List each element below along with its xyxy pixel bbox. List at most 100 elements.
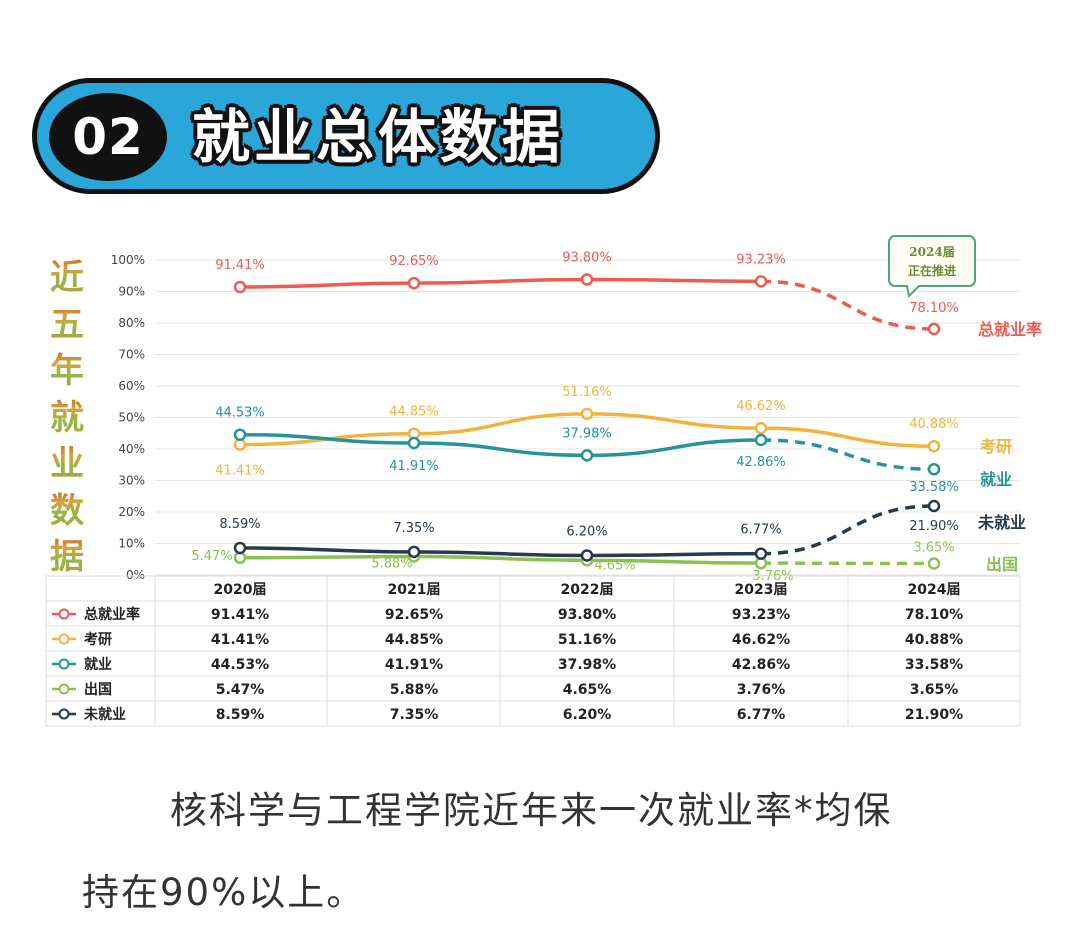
data-label-chuguo: 5.88% (371, 556, 412, 571)
table-cell: 93.23% (732, 607, 790, 623)
table-cell: 92.65% (385, 607, 443, 623)
series-end-label-jiuye: 就业 (980, 470, 1012, 489)
data-point-weijiuye (233, 541, 247, 555)
data-label-total: 92.65% (389, 254, 439, 269)
data-point-total (927, 322, 941, 336)
table-cell: 5.47% (216, 682, 265, 698)
data-point-total (580, 273, 594, 286)
table-cell: 44.85% (385, 632, 443, 648)
data-label-weijiuye: 6.20% (566, 524, 607, 539)
data-point-total (233, 280, 247, 294)
data-point-total (754, 275, 768, 288)
series-end-label-chuguo: 出国 (986, 555, 1018, 574)
table-cell: 3.76% (737, 682, 786, 698)
data-point-kaoyan (580, 407, 594, 421)
data-label-kaoyan: 46.62% (736, 399, 786, 414)
table-cell: 33.58% (905, 657, 963, 673)
table-cell: 46.62% (732, 632, 790, 648)
side-title-char: 业 (50, 441, 84, 488)
y-tick-label: 100% (111, 253, 145, 267)
table-header-cell: 2024届 (908, 582, 961, 598)
data-point-chuguo (233, 551, 247, 565)
table-header-cell: 2023届 (735, 582, 788, 598)
side-vertical-title: 近 五 年 就 业 数 据 (44, 255, 90, 581)
legend-swatch-marker (58, 683, 70, 695)
table-cell: 51.16% (558, 632, 616, 648)
table-cell: 21.90% (905, 707, 963, 723)
data-point-kaoyan (927, 439, 941, 453)
section-title: 就业总体数据 (192, 103, 565, 171)
data-label-weijiuye: 21.90% (909, 519, 959, 534)
table-header-cell: 2021届 (388, 582, 441, 598)
data-label-chuguo: 3.65% (913, 541, 954, 556)
series-end-label-kaoyan: 考研 (980, 437, 1012, 456)
table-row-label: 总就业率 (84, 606, 140, 623)
y-tick-label: 40% (118, 442, 145, 456)
side-title-char: 年 (50, 348, 84, 395)
y-tick-label: 50% (118, 411, 145, 425)
legend-swatch-marker (58, 658, 70, 670)
side-title-char: 近 (50, 255, 84, 302)
data-point-jiuye (233, 428, 247, 441)
data-label-kaoyan: 40.88% (909, 417, 959, 432)
table-cell: 78.10% (905, 607, 963, 623)
table-row-label: 未就业 (84, 706, 126, 723)
table-cell: 6.20% (563, 707, 612, 723)
data-label-weijiuye: 6.77% (740, 523, 781, 538)
legend-swatch-marker (58, 608, 70, 620)
table-row-label: 出国 (84, 681, 112, 698)
data-label-kaoyan: 44.85% (389, 405, 439, 420)
data-label-jiuye: 33.58% (909, 480, 959, 495)
legend-swatch-marker (58, 708, 70, 720)
data-label-chuguo: 3.76% (752, 569, 793, 584)
y-tick-label: 90% (118, 285, 145, 299)
table-cell: 7.35% (390, 707, 439, 723)
section-banner: 02 就业总体数据 (32, 78, 660, 194)
data-point-total (407, 276, 421, 290)
y-tick-label: 60% (118, 379, 145, 393)
data-point-jiuye (754, 433, 768, 447)
side-title-char: 就 (50, 395, 84, 442)
data-label-chuguo: 5.47% (191, 549, 232, 564)
series-dashed-weijiuye (760, 504, 935, 556)
data-point-weijiuye (754, 547, 768, 560)
data-label-total: 78.10% (909, 301, 959, 316)
section-number-badge: 02 (49, 93, 167, 181)
data-label-weijiuye: 7.35% (393, 521, 434, 536)
data-label-total: 93.80% (562, 251, 612, 266)
data-point-weijiuye (407, 545, 421, 559)
side-title-char: 数 (50, 488, 84, 535)
data-label-chuguo: 4.65% (594, 558, 635, 573)
data-point-jiuye (580, 449, 594, 462)
series-dashed-total (760, 279, 935, 331)
data-label-jiuye: 42.86% (736, 455, 786, 470)
data-label-kaoyan: 41.41% (215, 464, 265, 479)
data-label-kaoyan: 51.16% (562, 385, 612, 400)
table-cell: 42.86% (732, 657, 790, 673)
series-end-label-total: 总就业率 (978, 320, 1042, 339)
table-cell: 8.59% (216, 707, 265, 723)
table-cell: 41.91% (385, 657, 443, 673)
data-label-total: 93.23% (736, 252, 786, 267)
data-point-jiuye (407, 436, 421, 450)
table-header-cell: 2022届 (561, 582, 614, 598)
table-cell: 41.41% (211, 632, 269, 648)
table-cell: 4.65% (563, 682, 612, 698)
table-row-label: 就业 (84, 656, 112, 673)
y-tick-label: 80% (118, 316, 145, 330)
data-point-jiuye (927, 462, 941, 476)
caption-line-2: 持在90%以上。 (82, 871, 366, 914)
side-title-char: 据 (50, 534, 84, 581)
table-cell: 6.77% (737, 707, 786, 723)
series-line-jiuye (238, 432, 763, 458)
series-line-total (238, 277, 763, 289)
y-tick-label: 70% (118, 348, 145, 362)
table-cell: 40.88% (905, 632, 963, 648)
series-line-weijiuye (238, 546, 763, 558)
table-header-cell: 2020届 (214, 582, 267, 598)
table-row-label: 考研 (84, 631, 112, 648)
legend-swatch-marker (58, 633, 70, 645)
data-point-kaoyan (754, 421, 768, 435)
table-cell: 93.80% (558, 607, 616, 623)
